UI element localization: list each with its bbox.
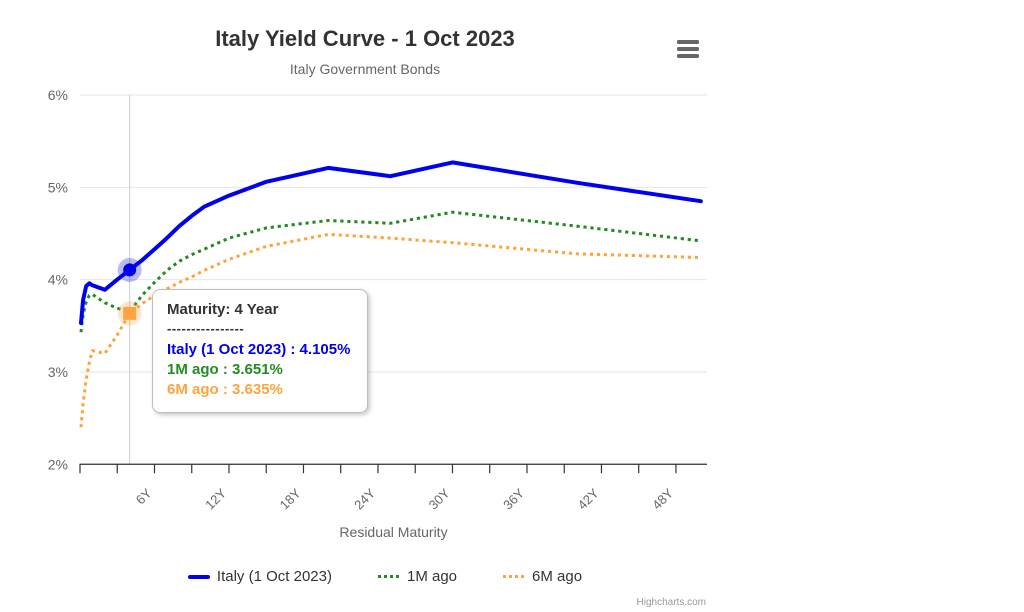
legend-swatch-1m-ago	[377, 575, 400, 578]
legend-label-1m-ago: 1M ago	[406, 568, 458, 585]
tooltip: Maturity: 4 Year ---------------- Italy …	[152, 289, 369, 413]
svg-text:3%: 3%	[48, 364, 68, 380]
highcharts-credit[interactable]: Highcharts.com	[636, 597, 706, 608]
series-6m-ago-line[interactable]	[79, 232, 701, 428]
legend-label-italy: Italy (1 Oct 2023)	[216, 568, 332, 585]
tooltip-separator: ----------------	[167, 321, 245, 336]
svg-text:4%: 4%	[48, 272, 68, 288]
svg-text:42Y: 42Y	[575, 485, 602, 512]
legend-label-6m-ago: 6M ago	[532, 568, 583, 585]
hamburger-icon	[677, 54, 699, 58]
legend-swatch-6m-ago	[503, 575, 526, 578]
hamburger-icon	[677, 47, 699, 51]
tooltip-header: Maturity: 4 Year	[167, 301, 279, 318]
tooltip-row-1m-ago: 1M ago : 3.651%	[167, 361, 283, 378]
y-axis-labels: 2% 3% 4% 5% 6%	[48, 87, 68, 472]
svg-text:36Y: 36Y	[500, 485, 527, 512]
x-axis	[79, 463, 707, 474]
highlight-marker-6m-ago[interactable]	[117, 301, 142, 326]
svg-text:5%: 5%	[48, 179, 68, 195]
legend: Italy (1 Oct 2023) 1M ago 6M ago	[20, 568, 750, 585]
legend-item-6m-ago[interactable]: 6M ago	[503, 568, 582, 585]
export-menu-button[interactable]	[671, 35, 705, 63]
svg-text:24Y: 24Y	[351, 485, 378, 512]
svg-text:48Y: 48Y	[649, 485, 676, 512]
series-italy-line[interactable]	[79, 160, 703, 325]
svg-text:6Y: 6Y	[133, 485, 155, 507]
svg-text:18Y: 18Y	[277, 485, 304, 512]
svg-text:2%: 2%	[48, 456, 68, 472]
series-1m-ago-line[interactable]	[79, 210, 701, 333]
x-axis-title: Residual Maturity	[339, 524, 448, 540]
chart-title: Italy Yield Curve - 1 Oct 2023	[215, 26, 515, 51]
marker-point	[123, 263, 137, 277]
chart-subtitle: Italy Government Bonds	[289, 61, 441, 77]
legend-item-1m-ago[interactable]: 1M ago	[377, 568, 458, 585]
marker-point	[123, 306, 137, 320]
x-axis-labels: 6Y 12Y 18Y 24Y 30Y 36Y 42Y 48Y	[133, 485, 677, 512]
highlight-marker-italy[interactable]	[117, 257, 142, 282]
svg-text:6%: 6%	[48, 87, 68, 103]
hamburger-icon	[677, 40, 699, 44]
svg-text:12Y: 12Y	[202, 485, 229, 512]
svg-text:30Y: 30Y	[426, 485, 453, 512]
legend-item-italy[interactable]: Italy (1 Oct 2023)	[187, 568, 332, 585]
tooltip-row-italy: Italy (1 Oct 2023) : 4.105%	[167, 341, 351, 358]
legend-swatch-italy	[187, 574, 210, 579]
tooltip-row-6m-ago: 6M ago : 3.635%	[167, 381, 283, 398]
